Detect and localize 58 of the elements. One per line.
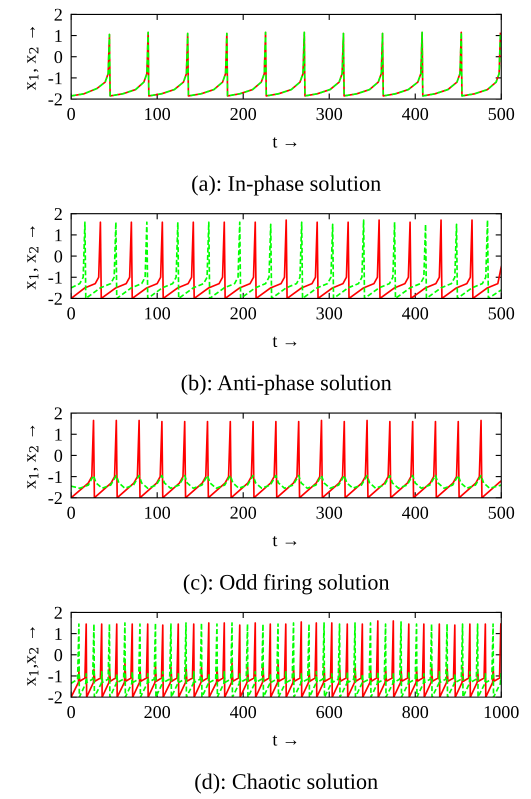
x-tick-label: 200: [230, 506, 256, 519]
text: (b): Anti-phase solution: [182, 374, 392, 395]
y-tick-label: 0: [54, 450, 62, 462]
text: (c): Odd firing solution: [184, 574, 390, 594]
x-axis-title: t →: [272, 536, 296, 546]
y-axis-title: x$_{1}$, x$_{2}$ →: [27, 226, 38, 290]
y-tick-label: -1: [48, 272, 62, 284]
y-tick-label: 2: [54, 208, 62, 220]
x-axis-title: t →: [272, 336, 296, 347]
y-axis-title: x$_{1}$,x$_{2}$ →: [27, 627, 38, 686]
x-tick-label: 1000: [484, 706, 519, 718]
x-tick-label: 500: [488, 506, 514, 519]
x-tick-label: 500: [488, 108, 514, 120]
y-tick-label: -1: [48, 670, 62, 682]
text: (d): Chaotic solution: [195, 773, 378, 794]
y-tick-label: 0: [54, 50, 62, 64]
y-tick-label: 1: [55, 628, 62, 640]
x-axis-title: t →: [272, 137, 296, 148]
x-tick-label: 400: [402, 108, 428, 120]
x-tick-label: 300: [316, 307, 342, 320]
x-tick-label: 800: [402, 706, 428, 718]
y-tick-label: -2: [48, 292, 62, 305]
x-tick-label: 400: [402, 506, 428, 519]
y-tick-label: 1: [55, 428, 62, 441]
x-tick-label: 100: [145, 108, 170, 120]
y-tick-label: 2: [54, 407, 62, 420]
x-tick-label: 400: [230, 706, 256, 718]
y-tick-label: 2: [54, 606, 62, 619]
y-tick-label: 0: [54, 250, 62, 263]
x-tick-label: 100: [145, 506, 170, 519]
x-axis-title: t →: [272, 735, 296, 746]
text: (a): In-phase solution: [192, 175, 381, 196]
x-tick-label: 600: [316, 706, 342, 718]
x-tick-label: 0: [67, 108, 75, 120]
y-tick-label: -1: [48, 470, 62, 483]
y-tick-label: 1: [55, 30, 62, 42]
y-tick-label: -2: [48, 93, 62, 106]
line-series: [71, 32, 502, 97]
y-tick-label: -2: [48, 691, 62, 704]
x-tick-label: 200: [230, 307, 256, 320]
x-tick-label: 300: [316, 506, 342, 519]
x-tick-label: 200: [230, 108, 256, 120]
y-axis-title: x$_{1}$, x$_{2}$ →: [27, 426, 38, 489]
y-tick-label: -1: [48, 72, 62, 84]
x-tick-label: 300: [316, 108, 342, 120]
x-tick-label: 200: [144, 706, 170, 718]
y-axis-title: x$_{1}$, x$_{2}$ →: [27, 26, 38, 90]
line-series: [71, 474, 502, 490]
x-tick-label: 0: [67, 307, 75, 320]
x-tick-label: 400: [402, 307, 428, 320]
x-tick-label: 0: [67, 706, 75, 718]
x-tick-label: 100: [145, 307, 170, 320]
y-tick-label: 1: [55, 229, 62, 242]
x-tick-label: 0: [67, 506, 75, 519]
y-tick-label: 2: [54, 8, 62, 21]
x-tick-label: 500: [488, 307, 514, 320]
y-tick-label: 0: [54, 649, 62, 662]
y-tick-label: -2: [48, 492, 62, 504]
